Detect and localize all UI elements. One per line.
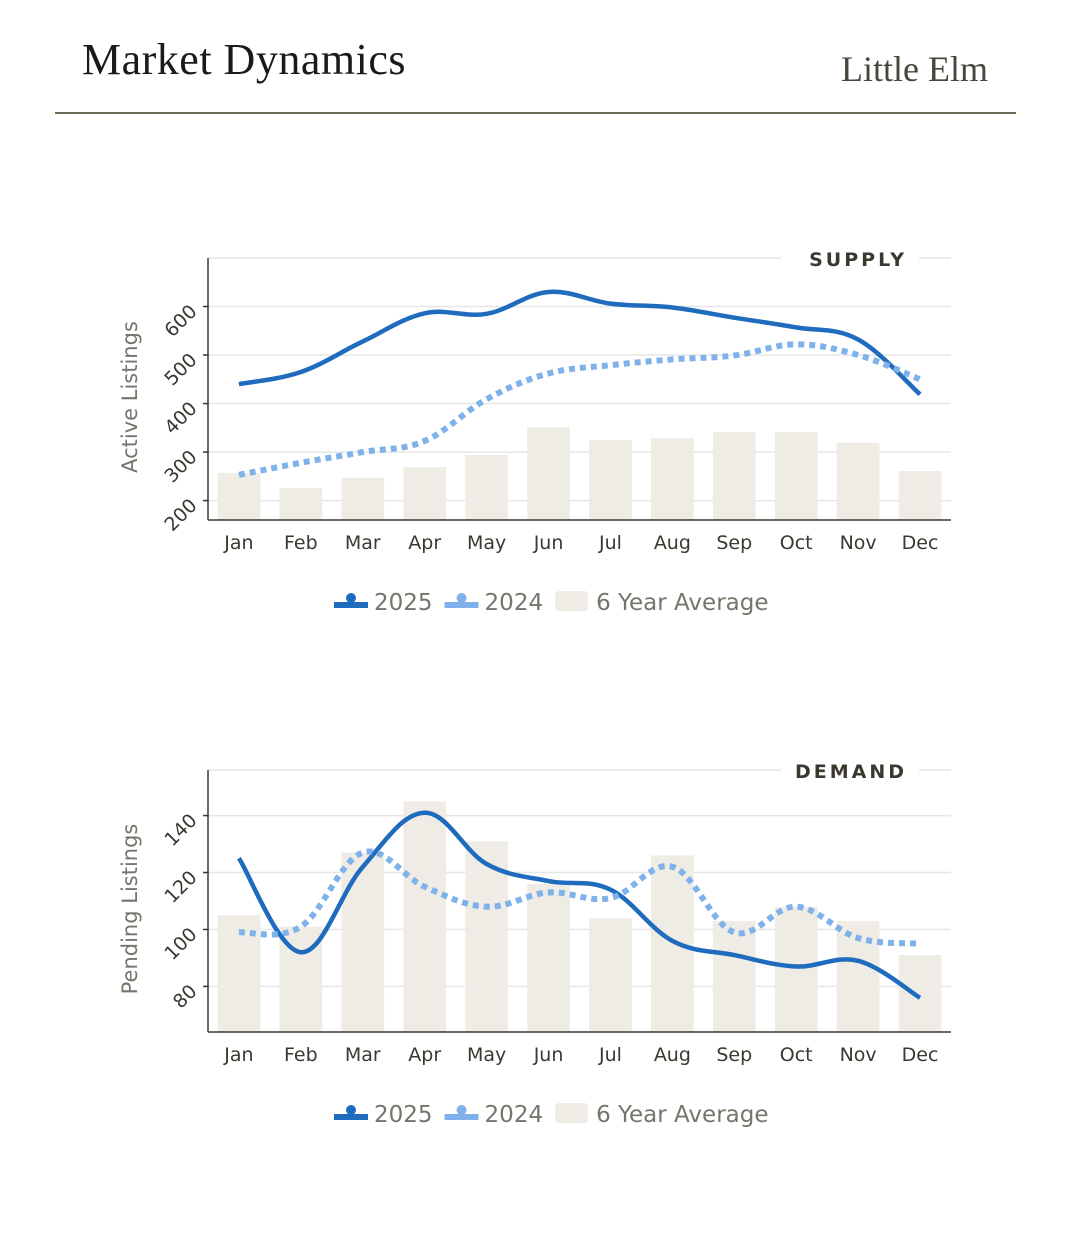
demand-xtick-label: Oct: [780, 1044, 813, 1066]
supply-xtick-label: Mar: [345, 532, 381, 554]
demand-xtick-label: Sep: [716, 1044, 752, 1066]
supply-xtick-label: Jul: [598, 532, 622, 554]
supply-xtick-label: Jun: [533, 532, 564, 554]
page-title: Market Dynamics: [82, 35, 406, 84]
supply-xtick-label: Oct: [780, 532, 813, 554]
supply-bar-jan: [217, 472, 261, 520]
demand-bar-apr: [403, 801, 447, 1032]
demand-xtick-label: Jan: [223, 1044, 253, 1066]
supply-bar-may: [465, 454, 508, 520]
demand-bar-oct: [774, 906, 818, 1032]
demand-ytick-label: 80: [169, 980, 202, 1013]
supply-bar-jul: [589, 439, 632, 520]
demand-legend-item: 6 Year Average: [555, 1102, 769, 1128]
demand-xtick-label: Feb: [284, 1044, 318, 1066]
location-label: Little Elm: [841, 49, 988, 89]
demand-legend-marker-icon: [456, 1105, 467, 1115]
demand-bar-sep: [712, 920, 756, 1032]
supply-ytick-label: 400: [160, 398, 201, 439]
demand-legend-label: 2024: [485, 1102, 544, 1128]
demand-legend-swatch-average: [555, 1103, 589, 1123]
demand-section-title: DEMAND: [795, 761, 907, 783]
supply-xtick-label: May: [467, 532, 506, 554]
demand-legend-swatch-2024: [444, 1114, 479, 1120]
supply-bar-oct: [774, 432, 818, 520]
demand-xtick-label: Dec: [902, 1044, 939, 1066]
demand-chart: 80 100 120 140 DEMAND Jan Feb Mar Apr May Jun Jul Au…: [118, 756, 951, 1128]
demand-legend-swatch-2025: [334, 1114, 368, 1120]
demand-legend-item: 2024: [444, 1102, 544, 1128]
supply-legend-label: 2024: [485, 590, 544, 616]
supply-legend-marker-icon: [346, 593, 356, 603]
demand-xtick-label: May: [467, 1044, 506, 1066]
demand-ytick-label: 140: [160, 810, 201, 851]
supply-legend-swatch-2024: [444, 602, 479, 608]
demand-bar-dec: [898, 955, 942, 1032]
supply-ytick-label: 500: [160, 349, 201, 390]
demand-y-axis-label: Pending Listings: [118, 824, 142, 995]
supply-section-title: SUPPLY: [809, 249, 907, 271]
demand-xtick-label: Mar: [345, 1044, 381, 1066]
demand-legend-label: 2025: [374, 1102, 433, 1128]
supply-line-2025: [238, 289, 922, 397]
demand-ytick-label: 100: [160, 923, 201, 964]
demand-line-2024: [238, 848, 921, 947]
demand-xtick-label: Jul: [598, 1044, 622, 1066]
supply-bar-nov: [836, 442, 880, 520]
supply-xtick-label: Feb: [284, 532, 318, 554]
supply-xtick-label: Aug: [654, 532, 691, 554]
demand-bar-jul: [589, 918, 632, 1032]
supply-bar-apr: [403, 467, 447, 520]
header-divider: [55, 112, 1016, 114]
demand-xtick-label: Jun: [533, 1044, 564, 1066]
supply-y-axis-label: Active Listings: [118, 321, 142, 473]
supply-chart: 200 300 400 500 600 SUPPLY Jan Feb Mar Apr May Jun J…: [118, 244, 951, 616]
supply-xtick-label: Apr: [408, 532, 441, 554]
supply-xtick-label: Jan: [223, 532, 253, 554]
supply-xtick-label: Sep: [716, 532, 752, 554]
demand-bar-may: [465, 841, 508, 1032]
demand-bar-jun: [527, 883, 570, 1032]
supply-bar-jun: [527, 427, 570, 520]
demand-legend-label: 6 Year Average: [596, 1102, 768, 1128]
supply-legend-item: 2024: [444, 590, 544, 616]
supply-bar-feb: [279, 487, 323, 520]
supply-xtick-label: Dec: [902, 532, 939, 554]
supply-xtick-label: Nov: [840, 532, 877, 554]
demand-bar-aug: [651, 855, 694, 1032]
demand-ytick-label: 120: [160, 867, 201, 908]
supply-legend-swatch-average: [555, 591, 589, 611]
supply-legend-swatch-2025: [334, 602, 368, 608]
demand-bar-mar: [341, 852, 385, 1032]
demand-legend-item: 2025: [334, 1102, 433, 1128]
supply-ytick-label: 600: [160, 300, 201, 341]
supply-ytick-label: 300: [160, 446, 201, 487]
demand-legend-marker-icon: [346, 1105, 356, 1115]
supply-legend-marker-icon: [456, 593, 467, 603]
supply-line-2024: [238, 341, 922, 478]
supply-bar-sep: [712, 432, 756, 520]
supply-bar-aug: [651, 438, 694, 520]
supply-title-bg: [781, 244, 919, 272]
supply-ytick-label: 200: [160, 495, 201, 536]
demand-line-2025: [237, 810, 922, 1000]
demand-title-bg: [781, 756, 919, 784]
supply-legend-label: 2025: [374, 590, 433, 616]
supply-legend-item: 6 Year Average: [555, 590, 769, 616]
supply-bar-mar: [341, 477, 385, 520]
supply-legend-item: 2025: [334, 590, 433, 616]
demand-xtick-label: Nov: [840, 1044, 877, 1066]
supply-legend-label: 6 Year Average: [596, 590, 768, 616]
demand-xtick-label: Aug: [654, 1044, 691, 1066]
demand-xtick-label: Apr: [408, 1044, 441, 1066]
supply-bar-dec: [898, 470, 942, 520]
